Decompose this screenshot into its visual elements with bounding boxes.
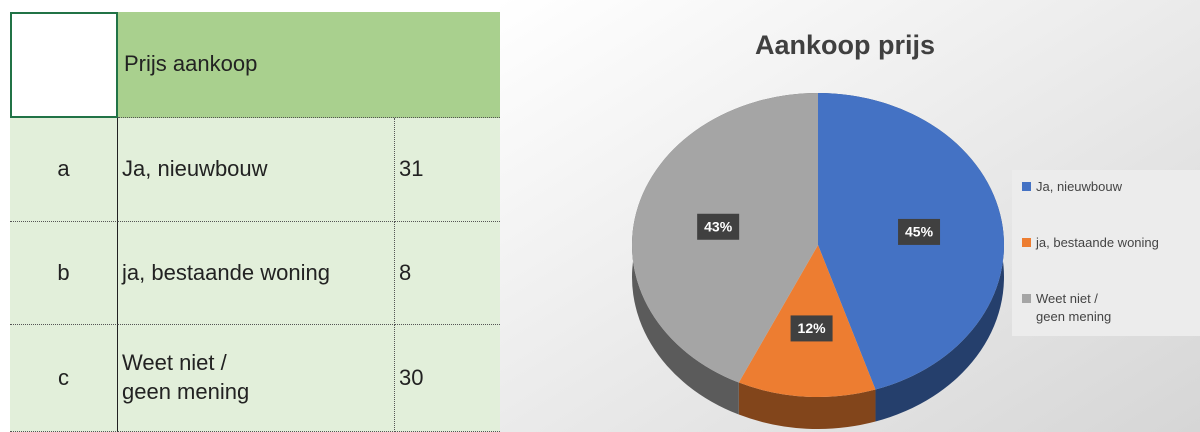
data-label: 12% (798, 320, 827, 336)
table-cell: b (10, 222, 118, 325)
table-cell: c (10, 325, 118, 432)
table-cell: 30 (395, 325, 500, 432)
legend-entry: ja, bestaande woning (1022, 234, 1159, 252)
selected-cell (10, 12, 118, 118)
header-cell: Prijs aankoop (118, 12, 500, 118)
table-cell: Ja, nieuwbouw (118, 118, 395, 222)
table-cell: Weet niet / geen mening (118, 325, 395, 432)
legend-swatch (1022, 238, 1031, 247)
table-cell: ja, bestaande woning (118, 222, 395, 325)
pie-side (738, 382, 876, 429)
legend-swatch (1022, 294, 1031, 303)
chart-title: Aankoop prijs (755, 30, 935, 60)
legend-label: ja, bestaande woning (1036, 235, 1159, 250)
table-cell: a (10, 118, 118, 222)
data-label-box (697, 213, 740, 240)
legend-label: Weet niet / geen mening (1036, 291, 1112, 324)
table-cell: 31 (395, 118, 500, 222)
legend: Ja, nieuwbouw ja, bestaande woning Weet ni… (1012, 170, 1200, 336)
legend-swatch (1022, 182, 1031, 191)
legend-entry: Ja, nieuwbouw (1022, 178, 1122, 196)
data-label: 45% (905, 224, 934, 240)
table-cell: 8 (395, 222, 500, 325)
data-label: 43% (704, 218, 733, 234)
legend-entry: Weet niet / geen mening (1022, 290, 1111, 325)
legend-label: Ja, nieuwbouw (1036, 179, 1122, 194)
data-label-box (898, 218, 941, 245)
data-label-box (790, 315, 833, 342)
